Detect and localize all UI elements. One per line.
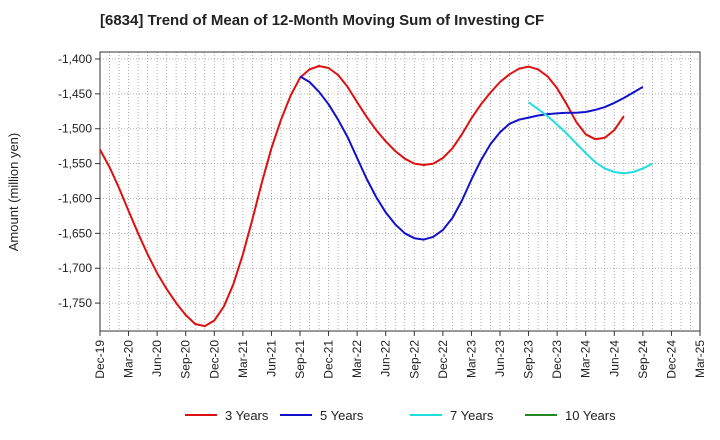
- x-tick-label: Mar-20: [122, 340, 136, 378]
- legend-item-5-years: 5 Years: [280, 408, 364, 423]
- x-tick-label: Dec-19: [93, 340, 107, 379]
- x-axis: Dec-19 Mar-20 Jun-20 Sep-20 Dec-20 Mar-21 Jun-…: [93, 331, 707, 379]
- x-tick-label: Sep-23: [522, 340, 536, 379]
- x-tick-label: Mar-21: [236, 340, 250, 378]
- x-tick-label: Dec-21: [322, 340, 336, 379]
- x-tick-label: Jun-23: [493, 340, 507, 377]
- y-tick-label: -1,750: [58, 296, 92, 310]
- plot-border: [99, 51, 701, 332]
- series-lines: [99, 65, 653, 328]
- series-line-5-years: [299, 75, 644, 241]
- series-line-3-years: [99, 65, 625, 328]
- x-tick-label: Mar-23: [464, 340, 478, 378]
- x-tick-label: Mar-25: [693, 340, 707, 378]
- y-tick-label: -1,550: [58, 157, 92, 171]
- x-tick-label: Sep-20: [179, 340, 193, 379]
- x-tick-label: Sep-24: [636, 340, 650, 379]
- y-tick-label: -1,500: [58, 122, 92, 136]
- x-tick-label: Sep-22: [407, 340, 421, 379]
- legend-label: 7 Years: [450, 408, 494, 423]
- y-tick-label: -1,600: [58, 191, 92, 205]
- x-tick-label: Dec-23: [550, 340, 564, 379]
- y-axis: -1,400 -1,450 -1,500 -1,550 -1,600 -1,650 -1,7…: [58, 52, 100, 310]
- x-tick-label: Jun-22: [379, 340, 393, 377]
- legend-item-7-years: 7 Years: [410, 408, 494, 423]
- x-tick-label: Jun-21: [264, 340, 278, 377]
- legend-item-3-years: 3 Years: [185, 408, 269, 423]
- chart-title: [6834] Trend of Mean of 12-Month Moving …: [100, 12, 544, 29]
- legend-label: 10 Years: [565, 408, 616, 423]
- y-tick-label: -1,650: [58, 226, 92, 240]
- x-tick-label: Dec-22: [436, 340, 450, 379]
- grid: [100, 52, 700, 331]
- y-tick-label: -1,700: [58, 261, 92, 275]
- legend-label: 5 Years: [320, 408, 364, 423]
- series-line-7-years: [528, 101, 653, 175]
- legend-label: 3 Years: [225, 408, 269, 423]
- x-tick-label: Dec-20: [207, 340, 221, 379]
- y-tick-label: -1,450: [58, 87, 92, 101]
- plot-area: [100, 52, 700, 331]
- legend-item-10-years: 10 Years: [525, 408, 616, 423]
- x-tick-label: Mar-22: [350, 340, 364, 378]
- x-tick-label: Dec-24: [664, 340, 678, 379]
- legend: 3 Years 5 Years 7 Years 10 Years: [185, 408, 616, 423]
- y-tick-label: -1,400: [58, 52, 92, 66]
- x-tick-label: Jun-20: [150, 340, 164, 377]
- y-axis-label: Amount (million yen): [6, 133, 21, 252]
- x-tick-label: Mar-24: [579, 340, 593, 378]
- x-tick-label: Jun-24: [607, 340, 621, 377]
- x-tick-label: Sep-21: [293, 340, 307, 379]
